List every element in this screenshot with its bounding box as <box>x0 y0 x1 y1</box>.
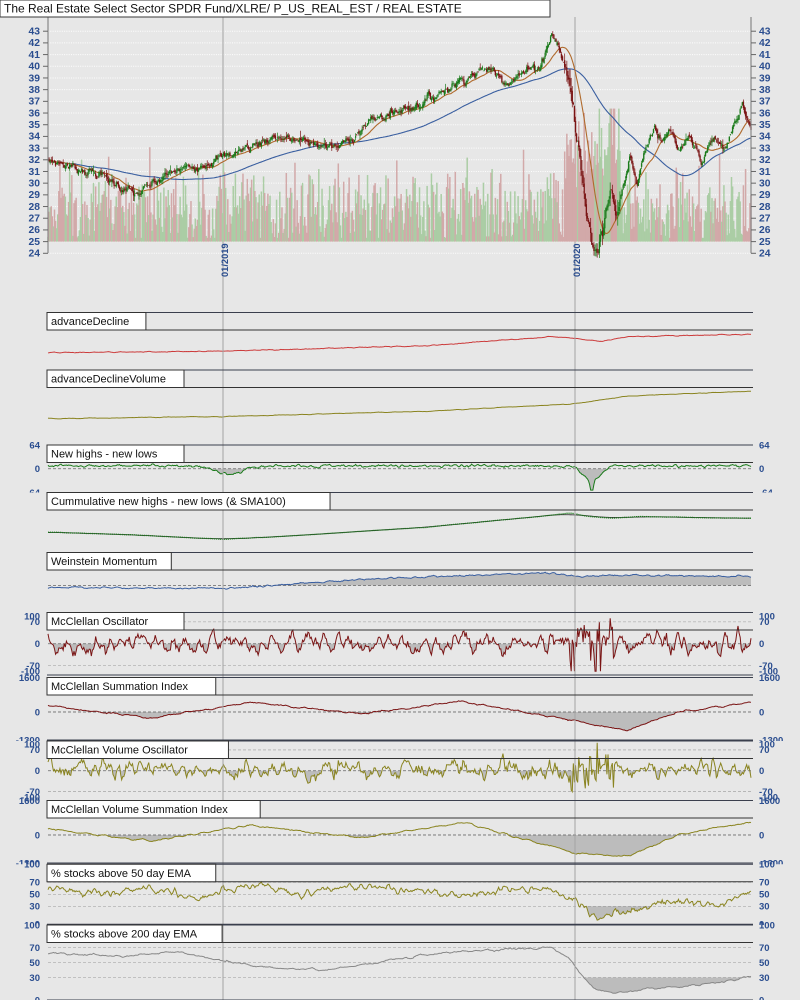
svg-text:64: 64 <box>29 440 40 451</box>
svg-text:0: 0 <box>759 995 764 1000</box>
svg-text:34: 34 <box>759 132 771 143</box>
svg-text:28: 28 <box>29 202 41 213</box>
svg-text:0: 0 <box>35 639 40 650</box>
svg-text:0: 0 <box>759 639 764 650</box>
svg-text:100: 100 <box>24 860 40 871</box>
svg-text:% stocks above 50 day EMA: % stocks above 50 day EMA <box>51 868 192 880</box>
svg-text:100: 100 <box>759 740 775 751</box>
svg-text:27: 27 <box>29 214 41 225</box>
svg-text:Weinstein Momentum: Weinstein Momentum <box>51 556 157 568</box>
svg-text:0: 0 <box>759 830 764 841</box>
svg-text:24: 24 <box>759 249 771 260</box>
svg-text:100: 100 <box>24 612 40 623</box>
svg-text:41: 41 <box>29 50 41 61</box>
svg-text:1600: 1600 <box>19 673 40 684</box>
svg-text:40: 40 <box>759 62 771 73</box>
svg-text:McClellan Volume Summation Ind: McClellan Volume Summation Index <box>51 804 228 816</box>
svg-text:37: 37 <box>29 97 41 108</box>
svg-text:70: 70 <box>759 943 770 954</box>
svg-text:advanceDecline: advanceDecline <box>51 316 129 328</box>
svg-text:0: 0 <box>35 707 40 718</box>
svg-text:35: 35 <box>759 120 771 131</box>
svg-text:39: 39 <box>29 73 41 84</box>
svg-text:39: 39 <box>759 73 771 84</box>
svg-text:42: 42 <box>29 38 41 49</box>
svg-text:30: 30 <box>759 902 770 913</box>
svg-text:30: 30 <box>29 973 40 984</box>
svg-text:100: 100 <box>759 920 775 931</box>
svg-text:26: 26 <box>759 225 771 236</box>
svg-text:50: 50 <box>29 890 40 901</box>
svg-text:New highs - new lows: New highs - new lows <box>51 449 158 461</box>
svg-text:70: 70 <box>29 878 40 889</box>
svg-text:The Real Estate Select Sector: The Real Estate Select Sector SPDR Fund/… <box>4 2 462 16</box>
svg-text:50: 50 <box>759 958 770 969</box>
svg-text:70: 70 <box>759 878 770 889</box>
svg-text:42: 42 <box>759 38 771 49</box>
svg-text:26: 26 <box>29 225 41 236</box>
svg-text:0: 0 <box>759 766 764 777</box>
svg-text:30: 30 <box>759 973 770 984</box>
svg-text:50: 50 <box>759 890 770 901</box>
svg-text:100: 100 <box>759 860 775 871</box>
svg-text:1600: 1600 <box>19 796 40 807</box>
svg-text:27: 27 <box>759 214 771 225</box>
svg-text:25: 25 <box>759 237 771 248</box>
svg-text:40: 40 <box>29 62 41 73</box>
svg-text:100: 100 <box>759 612 775 623</box>
svg-text:% stocks above 200 day EMA: % stocks above 200 day EMA <box>51 929 198 941</box>
svg-text:41: 41 <box>759 50 771 61</box>
svg-text:0: 0 <box>35 830 40 841</box>
svg-text:29: 29 <box>29 190 41 201</box>
svg-text:30: 30 <box>29 902 40 913</box>
svg-text:35: 35 <box>29 120 41 131</box>
svg-text:37: 37 <box>759 97 771 108</box>
svg-text:70: 70 <box>29 943 40 954</box>
svg-text:McClellan Oscillator: McClellan Oscillator <box>51 616 149 628</box>
svg-text:01/2020: 01/2020 <box>572 243 582 277</box>
svg-text:43: 43 <box>759 27 771 38</box>
svg-text:33: 33 <box>29 143 41 154</box>
svg-text:34: 34 <box>29 132 41 143</box>
svg-text:43: 43 <box>29 27 41 38</box>
svg-text:38: 38 <box>29 85 41 96</box>
svg-text:29: 29 <box>759 190 771 201</box>
svg-text:28: 28 <box>759 202 771 213</box>
svg-text:McClellan Volume Oscillator: McClellan Volume Oscillator <box>51 745 188 757</box>
svg-text:McClellan Summation Index: McClellan Summation Index <box>51 681 188 693</box>
svg-text:0: 0 <box>35 464 40 475</box>
svg-text:31: 31 <box>759 167 771 178</box>
svg-text:31: 31 <box>29 167 41 178</box>
svg-text:Cummulative new highs - new lo: Cummulative new highs - new lows (& SMA1… <box>51 496 286 508</box>
svg-text:advanceDeclineVolume: advanceDeclineVolume <box>51 374 166 386</box>
svg-text:30: 30 <box>29 178 41 189</box>
svg-text:24: 24 <box>29 249 41 260</box>
svg-text:0: 0 <box>759 707 764 718</box>
svg-text:30: 30 <box>759 178 771 189</box>
svg-text:33: 33 <box>759 143 771 154</box>
svg-text:100: 100 <box>24 740 40 751</box>
svg-text:25: 25 <box>29 237 41 248</box>
svg-text:1600: 1600 <box>759 673 780 684</box>
svg-text:32: 32 <box>29 155 41 166</box>
svg-text:100: 100 <box>24 920 40 931</box>
svg-text:1600: 1600 <box>759 796 780 807</box>
svg-text:36: 36 <box>29 108 41 119</box>
svg-text:50: 50 <box>29 958 40 969</box>
svg-text:0: 0 <box>759 464 764 475</box>
svg-text:01/2019: 01/2019 <box>220 243 230 277</box>
svg-text:36: 36 <box>759 108 771 119</box>
svg-text:0: 0 <box>35 995 40 1000</box>
svg-text:0: 0 <box>35 766 40 777</box>
svg-text:64: 64 <box>759 440 770 451</box>
svg-text:38: 38 <box>759 85 771 96</box>
svg-text:32: 32 <box>759 155 771 166</box>
